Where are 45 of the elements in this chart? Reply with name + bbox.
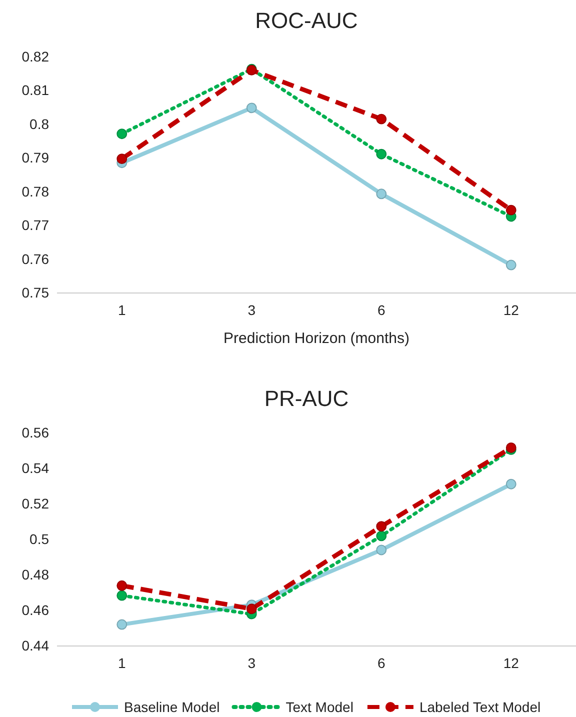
point	[116, 128, 128, 140]
point	[116, 619, 128, 630]
y-tick-label: 0.77	[22, 217, 50, 234]
point	[376, 114, 387, 124]
point	[376, 148, 387, 160]
point	[506, 204, 516, 216]
y-tick-label: 0.54	[22, 460, 50, 476]
point	[116, 590, 128, 601]
y-tick-label: 0.46	[22, 602, 50, 618]
point	[506, 260, 516, 270]
point	[506, 478, 516, 490]
point	[376, 188, 387, 200]
x-tick-label: 12	[503, 302, 520, 318]
y-tick-label: 0.8	[30, 116, 50, 132]
x-tick-label: 6	[377, 302, 386, 318]
y-tick-label: 0.5	[30, 530, 50, 547]
legend-label: Labeled Text Model	[419, 699, 541, 715]
x-tick-label: 6	[377, 654, 386, 671]
point	[116, 580, 128, 591]
y-tick-label: 0.48	[22, 566, 50, 582]
point	[116, 154, 128, 164]
point	[246, 102, 257, 114]
chart-title: ROC-AUC	[255, 8, 358, 33]
point	[376, 521, 387, 532]
y-tick-label: 0.79	[22, 150, 50, 166]
x-tick-label: 1	[118, 302, 126, 318]
chart-title: PR-AUC	[264, 386, 349, 411]
point	[376, 544, 387, 556]
y-tick-label: 0.44	[22, 637, 50, 654]
y-tick-label: 0.76	[22, 250, 50, 267]
x-tick-label: 12	[503, 654, 520, 671]
x-axis-title: Prediction Horizon (months)	[224, 330, 410, 347]
x-tick-label: 3	[248, 302, 256, 318]
x-tick-label: 1	[118, 654, 126, 671]
y-tick-label: 0.56	[22, 424, 50, 440]
y-tick-label: 0.52	[22, 495, 50, 512]
y-tick-label: 0.81	[22, 82, 50, 98]
legend-label: Baseline Model	[124, 699, 220, 715]
legend-label: Text Model	[286, 699, 354, 715]
point	[246, 604, 257, 614]
y-tick-label: 0.78	[22, 183, 50, 200]
x-tick-label: 3	[248, 654, 256, 671]
y-tick-label: 0.75	[22, 284, 50, 300]
point	[376, 530, 387, 542]
y-tick-label: 0.82	[22, 48, 50, 64]
